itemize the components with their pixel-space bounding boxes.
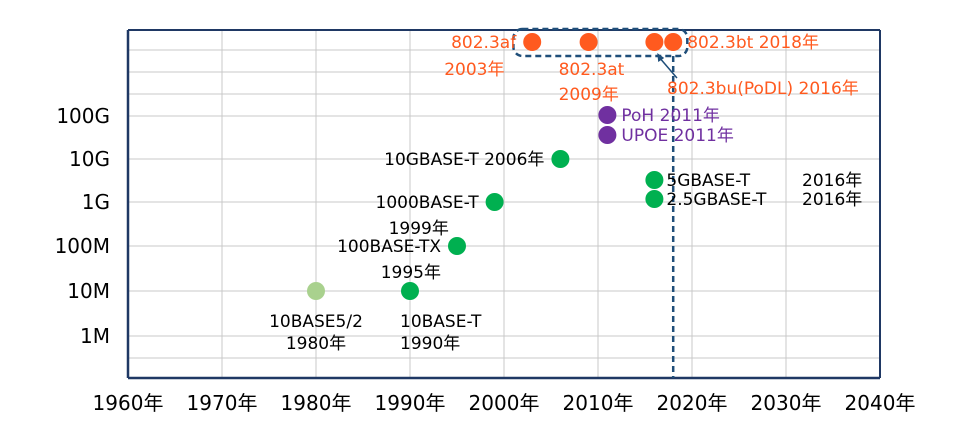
label-802_3af-0: 802.3af	[451, 33, 517, 53]
y-tick-100M: 100M	[55, 234, 110, 258]
x-tick-2030: 2030年	[751, 391, 822, 415]
x-tick-2000: 2000年	[469, 391, 540, 415]
label-802_3at-0: 802.3at	[559, 60, 625, 80]
label-5gbaset-1: 2016年	[802, 171, 862, 191]
label-100basetx-0: 100BASE-TX	[337, 237, 441, 257]
axes	[126, 29, 881, 380]
x-axis-tick-labels: 1960年 1970年 1980年 1990年 2000年 2010年 2020年 2030年…	[93, 391, 916, 415]
label-1000baset-0: 1000BASE-T	[376, 193, 480, 213]
y-tick-100G: 100G	[56, 104, 110, 128]
label-5gbaset-0: 5GBASE-T	[666, 171, 750, 191]
x-tick-1970: 1970年	[187, 391, 258, 415]
y-axis-tick-labels: 1M 10M 100M 1G 10G 100G	[55, 104, 110, 348]
point-10baset	[401, 282, 419, 300]
data-points	[307, 33, 683, 300]
x-tick-2010: 2010年	[563, 391, 634, 415]
bu-pointer-arrowhead	[657, 53, 665, 62]
poe-group-box	[512, 27, 689, 58]
label-802_3bu-0: 802.3bu(PoDL) 2016年	[667, 79, 859, 99]
label-802_3bt-0: 802.3bt 2018年	[687, 33, 819, 53]
label-10baset-0: 10BASE-T	[400, 312, 482, 332]
poe-highlight	[512, 27, 689, 378]
point-10base5	[307, 282, 325, 300]
label-100basetx-1: 1995年	[381, 263, 441, 283]
point-1000baset	[485, 193, 504, 211]
point-poh	[598, 106, 617, 124]
label-10baset-1: 1990年	[400, 334, 460, 354]
point-100basetx	[448, 237, 466, 255]
y-tick-10M: 10M	[67, 279, 110, 303]
point-802_3at	[579, 33, 598, 51]
x-tick-1960: 1960年	[93, 391, 164, 415]
label-802_3af-1: 2003年	[444, 60, 504, 80]
x-tick-2020: 2020年	[657, 391, 728, 415]
data-labels: 10BASE5/21980年10BASE-T1990年100BASE-TX199…	[269, 33, 862, 354]
grid-lines	[128, 30, 881, 378]
label-2_5gbaset-0: 2.5GBASE-T	[666, 190, 767, 210]
label-2_5gbaset-1: 2016年	[802, 190, 862, 210]
label-poh-0: PoH 2011年	[621, 106, 720, 126]
point-upoe	[598, 126, 617, 144]
point-5gbaset	[645, 171, 664, 189]
x-tick-2040: 2040年	[845, 391, 916, 415]
label-upoe-0: UPOE 2011年	[621, 126, 733, 146]
y-tick-1G: 1G	[82, 190, 110, 214]
point-802_3bt	[664, 33, 683, 51]
y-tick-1M: 1M	[80, 324, 110, 348]
point-802_3af	[523, 33, 542, 51]
y-tick-10G: 10G	[69, 147, 110, 171]
label-10base5-0: 10BASE5/2	[269, 312, 363, 332]
label-802_3at-1: 2009年	[559, 85, 619, 105]
label-10base5-1: 1980年	[286, 334, 346, 354]
point-802_3bu	[645, 33, 664, 51]
x-tick-1990: 1990年	[375, 391, 446, 415]
x-tick-1980: 1980年	[281, 391, 352, 415]
point-2_5gbaset	[645, 190, 664, 208]
point-10gbaset	[551, 150, 570, 168]
label-1000baset-1: 1999年	[389, 219, 449, 239]
label-10gbaset-0: 10GBASE-T 2006年	[384, 150, 544, 170]
